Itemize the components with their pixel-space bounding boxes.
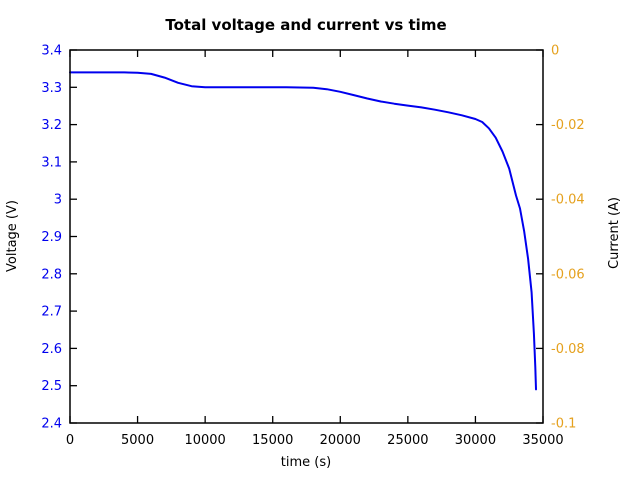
y2-axis-label: Current (A)	[607, 197, 622, 269]
y2-tick-label: -0.06	[551, 267, 585, 282]
y-tick-label: 2.7	[41, 305, 62, 320]
y-tick-labels: 3.4 3.3 3.2 3.1 3 2.9 2.8 2.7 2.6 2.5 2.4	[41, 44, 62, 432]
y2-tick-labels: 0 -0.02 -0.04 -0.06 -0.08 -0.1	[551, 44, 585, 432]
x-tick-label: 0	[66, 433, 74, 448]
y2-tick-label: -0.04	[551, 193, 585, 208]
y-tick-label: 2.5	[41, 379, 62, 394]
y2-tick-label: -0.1	[551, 417, 576, 432]
x-tick-label: 5000	[121, 433, 154, 448]
y-tick-label: 2.9	[41, 230, 62, 245]
y-tick-label: 3.2	[41, 118, 62, 133]
x-tick-label: 25000	[387, 433, 428, 448]
tick-marks	[69, 49, 544, 424]
y-tick-label: 3.3	[41, 81, 62, 96]
y2-tick-label: -0.02	[551, 118, 585, 133]
y-tick-label: 3.4	[41, 44, 62, 59]
x-tick-label: 20000	[320, 433, 361, 448]
y-axis-label: Voltage (V)	[5, 200, 20, 272]
x-tick-label: 30000	[455, 433, 496, 448]
chart-title: Total voltage and current vs time	[165, 16, 446, 34]
voltage-curve	[69, 71, 537, 391]
x-tick-label: 15000	[252, 433, 293, 448]
y-tick-label: 3.1	[41, 155, 62, 170]
x-axis-label: time (s)	[281, 455, 331, 470]
x-tick-labels: 0 5000 10000 15000 20000 25000 30000 35000	[66, 433, 564, 448]
y-tick-label: 2.8	[41, 267, 62, 282]
y2-tick-label: -0.08	[551, 342, 585, 357]
x-tick-label: 10000	[184, 433, 225, 448]
y-tick-label: 2.6	[41, 342, 62, 357]
y-tick-label: 2.4	[41, 417, 62, 432]
series-group	[69, 71, 537, 391]
y-tick-label: 3	[54, 193, 62, 208]
plot-border	[69, 49, 544, 424]
y2-tick-label: 0	[551, 44, 559, 59]
x-tick-label: 35000	[522, 433, 563, 448]
